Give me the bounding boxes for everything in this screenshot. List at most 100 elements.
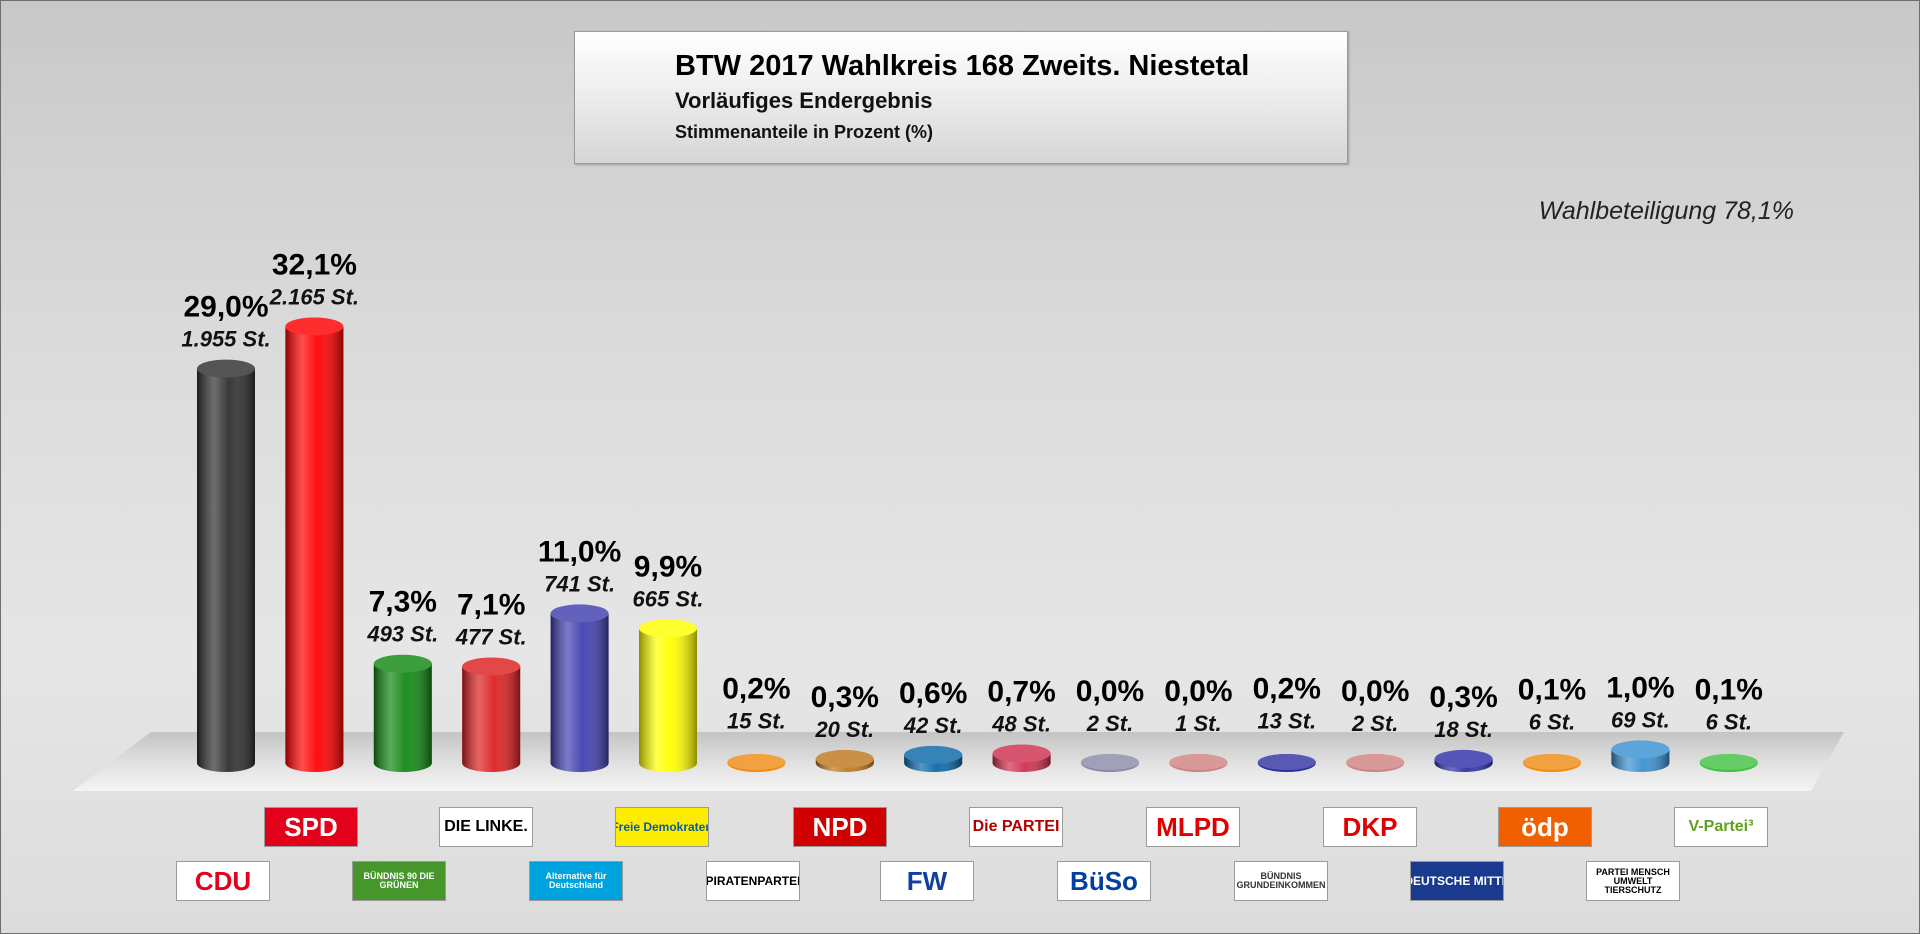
bar-disc-top — [1257, 754, 1316, 770]
party-logo-11: BÜNDNIS 90 DIE GRÜNEN — [352, 861, 446, 901]
bar-percent-label: 0,1% — [1695, 674, 1763, 707]
bar-votes-label: 493 St. — [366, 622, 438, 647]
bar-votes-label: 20 St. — [814, 717, 874, 742]
bar-3: 7,3% 493 St. — [366, 586, 438, 772]
bar-7: 0,2% 15 St. — [722, 672, 791, 772]
bar-9: 0,6% 42 St. — [899, 677, 967, 772]
bar-votes-label: 665 St. — [633, 586, 704, 611]
bar-11: 0,0% 2 St. — [1076, 675, 1144, 772]
bar-1: 29,0% 1.955 St. — [181, 291, 271, 772]
party-logo-5: Die PARTEI — [969, 807, 1063, 847]
bar-2: 32,1% 2.165 St. — [269, 248, 359, 772]
bar-votes-label: 2 St. — [1351, 711, 1398, 736]
bar-percent-label: 0,2% — [1253, 672, 1321, 705]
bar-votes-label: 15 St. — [727, 708, 786, 733]
bar-percent-label: 0,7% — [987, 675, 1055, 708]
bar-base-shading — [462, 754, 521, 772]
bar-top — [639, 619, 697, 638]
bar-base-shading — [1611, 754, 1670, 772]
bar-top — [1434, 749, 1493, 768]
bar-12: 0,0% 1 St. — [1164, 675, 1233, 772]
bar-8: 0,3% 20 St. — [811, 681, 879, 772]
bar-top — [462, 657, 521, 676]
party-logo-12: Alternative für Deutschland — [529, 861, 623, 901]
party-logo-7: DKP — [1323, 807, 1417, 847]
bar-votes-label: 18 St. — [1434, 717, 1493, 742]
bar-base-shading — [285, 754, 344, 772]
bar-votes-label: 6 St. — [1529, 710, 1575, 735]
bar-5: 11,0% 741 St. — [538, 535, 621, 772]
bar-percent-label: 9,9% — [634, 550, 702, 583]
bar-votes-label: 741 St. — [544, 571, 615, 596]
bar-disc-top — [1346, 754, 1405, 770]
party-logo-8: ödp — [1498, 807, 1592, 847]
bar-6: 9,9% 665 St. — [633, 550, 704, 772]
bar-18: 0,1% 6 St. — [1695, 674, 1763, 772]
bar-base-shading — [197, 754, 255, 772]
party-logo-16: BÜNDNIS GRUNDEINKOMMEN — [1234, 861, 1328, 901]
bar-top — [285, 317, 344, 336]
party-logo-10: CDU — [176, 861, 270, 901]
bar-top — [815, 749, 874, 768]
bar-percent-label: 11,0% — [538, 535, 621, 568]
party-logo-15: BüSo — [1057, 861, 1151, 901]
bar-top — [992, 744, 1051, 763]
bar-votes-label: 48 St. — [991, 711, 1051, 736]
bar-10: 0,7% 48 St. — [987, 675, 1056, 772]
bar-top — [1611, 740, 1670, 759]
bar-top — [197, 359, 255, 378]
bar-top — [550, 604, 609, 623]
chart-subtitle: Vorläufiges Endergebnis — [675, 88, 933, 113]
bar-17: 1,0% 69 St. — [1606, 671, 1675, 772]
party-logo-3: Freie Demokraten — [615, 807, 709, 847]
bar-percent-label: 1,0% — [1606, 671, 1674, 704]
bar-votes-label: 69 St. — [1611, 707, 1670, 732]
bar-percent-label: 7,3% — [369, 586, 437, 619]
bar-votes-label: 2 St. — [1086, 711, 1133, 736]
bar-percent-label: 0,6% — [899, 677, 967, 710]
bar-shading — [285, 326, 344, 763]
chart-title: BTW 2017 Wahlkreis 168 Zweits. Niestetal — [675, 50, 1250, 82]
bar-top — [904, 745, 963, 764]
bar-disc-top — [1523, 754, 1581, 770]
bar-disc-top — [1081, 754, 1139, 770]
bar-votes-label: 1.955 St. — [181, 327, 270, 352]
party-logo-2: DIE LINKE. — [439, 807, 533, 847]
bar-shading — [639, 628, 697, 763]
party-logo-1: SPD — [264, 807, 358, 847]
bar-base-shading — [373, 754, 432, 772]
bar-top — [373, 654, 432, 673]
title-box: BTW 2017 Wahlkreis 168 Zweits. Niestetal… — [574, 31, 1348, 164]
bar-votes-label: 477 St. — [455, 624, 527, 649]
bar-disc-top — [727, 754, 786, 770]
chart-note: Stimmenanteile in Prozent (%) — [675, 122, 934, 142]
bar-shading — [550, 613, 609, 763]
party-logo-17: DEUTSCHE MITTE — [1410, 861, 1504, 901]
party-logo-13: PIRATENPARTEI — [706, 861, 800, 901]
bar-percent-label: 0,2% — [722, 672, 790, 705]
bar-shading — [373, 663, 432, 763]
bar-disc-top — [1169, 754, 1228, 770]
bar-shading — [462, 666, 521, 763]
bar-16: 0,1% 6 St. — [1518, 674, 1586, 772]
bar-13: 0,2% 13 St. — [1253, 672, 1321, 772]
party-logo-4: NPD — [793, 807, 887, 847]
bar-4: 7,1% 477 St. — [455, 588, 527, 772]
bar-percent-label: 0,0% — [1341, 675, 1409, 708]
bar-shading — [197, 368, 255, 763]
bar-percent-label: 7,1% — [457, 588, 525, 621]
bar-base-shading — [550, 754, 609, 772]
bar-percent-label: 0,1% — [1518, 674, 1586, 707]
party-logo-14: FW — [880, 861, 974, 901]
party-logo-6: MLPD — [1146, 807, 1240, 847]
bar-votes-label: 6 St. — [1706, 710, 1752, 735]
bar-percent-label: 32,1% — [272, 248, 357, 281]
bar-percent-label: 0,0% — [1164, 675, 1232, 708]
bar-votes-label: 2.165 St. — [269, 284, 359, 309]
turnout-label: Wahlbeteiligung 78,1% — [1538, 197, 1794, 225]
bar-base-shading — [639, 754, 697, 772]
party-logo-18: PARTEI MENSCH UMWELT TIERSCHUTZ — [1586, 861, 1680, 901]
bar-percent-label: 0,0% — [1076, 675, 1144, 708]
